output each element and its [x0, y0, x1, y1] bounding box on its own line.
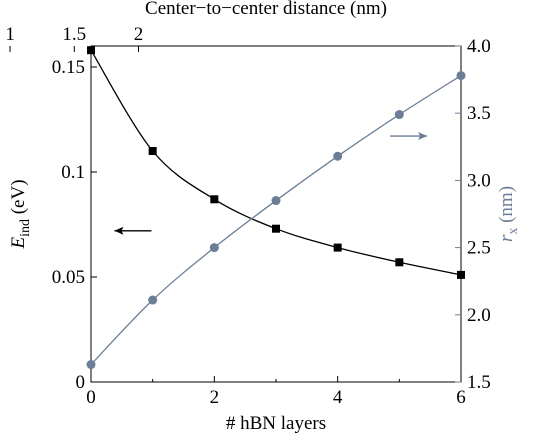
left-y-axis-title: Eind (eV): [8, 179, 33, 249]
radius-curve: [90, 75, 462, 365]
right-y-tick-label: 1.5: [467, 372, 491, 393]
x-tick-label: 0: [86, 387, 96, 408]
radius-marker: [271, 196, 281, 206]
energy-marker: [395, 258, 404, 267]
radius-marker: [148, 295, 158, 305]
right-y-tick-label: 3.5: [467, 103, 491, 124]
x-tick-label: 2: [210, 387, 220, 408]
energy-marker: [333, 243, 342, 252]
plot-frame: [90, 45, 462, 383]
energy-marker: [87, 46, 95, 55]
right-axis-arrow: [390, 132, 428, 141]
energy-marker: [148, 147, 157, 155]
right-y-axis-title-main: r: [496, 234, 517, 242]
radius-marker: [394, 110, 404, 120]
energy-marker: [457, 270, 465, 279]
left-y-tick-label: 0.15: [52, 57, 85, 78]
right-y-tick-label: 4.0: [467, 36, 491, 57]
right-y-tick-label: 3.0: [467, 170, 491, 191]
left-axis-arrow: [114, 226, 152, 235]
right-y-axis-title: rx (nm): [496, 186, 521, 242]
left-y-axis-title-main: E: [8, 237, 29, 250]
energy-curve: [90, 49, 462, 276]
left-y-tick-label: 0: [76, 372, 86, 393]
left-y-axis-title-unit: (eV): [8, 179, 29, 219]
x-tick-label: 4: [333, 387, 343, 408]
radius-marker: [86, 360, 96, 370]
x-axis-title: # hBN layers: [226, 413, 326, 434]
radius-marker: [456, 71, 466, 81]
left-axis-arrow-head: [114, 226, 124, 235]
left-y-axis-title-sub: ind: [18, 219, 33, 237]
right-y-tick-label: 2.5: [467, 238, 491, 259]
top-x-tick-label: 1: [5, 24, 15, 45]
left-y-tick-label: 0.05: [52, 267, 85, 288]
top-x-tick-label: 2: [134, 24, 144, 45]
radius-marker: [333, 151, 343, 161]
right-y-axis-title-sub: x: [506, 228, 521, 235]
right-y-axis-title-unit: (nm): [496, 186, 517, 228]
left-y-tick-label: 0.1: [61, 162, 85, 183]
top-x-axis-title: Center−to−center distance (nm): [145, 0, 387, 19]
x-tick-label: 6: [456, 387, 466, 408]
energy-marker: [210, 195, 219, 204]
radius-marker: [209, 243, 219, 253]
right-axis-arrow-head: [418, 132, 428, 141]
top-x-tick-label: 1.5: [62, 24, 86, 45]
right-y-tick-label: 2.0: [467, 305, 491, 326]
energy-marker: [272, 224, 280, 233]
